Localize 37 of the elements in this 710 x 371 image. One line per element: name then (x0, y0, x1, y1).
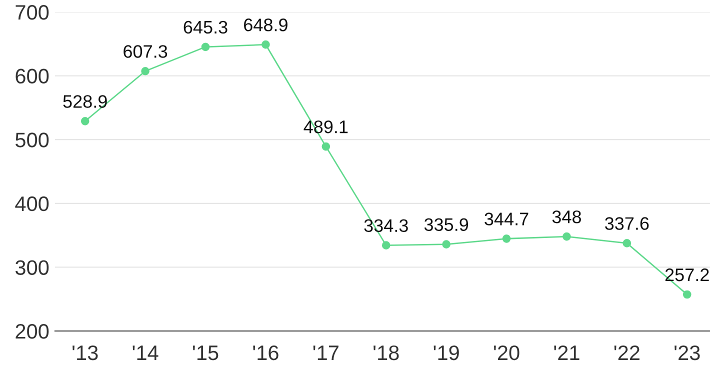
x-tick-label: '19 (434, 345, 459, 360)
y-tick-label: 300 (15, 260, 49, 275)
y-tick-label: 500 (16, 132, 49, 148)
point (502, 234, 511, 243)
x-tick-label: '18 (374, 345, 399, 360)
point (322, 142, 330, 151)
x-tick-label: '14 (132, 346, 158, 360)
point (262, 40, 270, 49)
data-label: 335.9 (424, 218, 468, 232)
x-tick-label: '13 (72, 345, 98, 360)
point (201, 42, 210, 52)
x-tick-label: '16 (253, 345, 278, 360)
y-tick-label: 700 (16, 5, 49, 20)
x-tick-label: '22 (614, 345, 640, 360)
data-label: 337.6 (605, 217, 649, 230)
x-tick-label: '15 (192, 346, 218, 360)
point (442, 240, 450, 248)
point (622, 239, 632, 248)
data-label: 648.9 (244, 18, 288, 32)
point (682, 290, 692, 299)
x-tick-label: '21 (554, 345, 580, 360)
x-tick-label: '23 (674, 345, 700, 360)
point (562, 232, 571, 241)
data-label: 607.3 (124, 45, 168, 58)
data-label: 344.7 (484, 212, 528, 226)
x-tick-label: '20 (494, 345, 520, 360)
point (141, 66, 150, 76)
y-tick-label: 600 (16, 68, 49, 84)
data-label: 528.9 (63, 95, 107, 108)
data-label: 348 (552, 210, 581, 224)
point (80, 116, 90, 126)
x-tick-label: '17 (313, 346, 338, 360)
point (382, 241, 390, 250)
y-tick-label: 400 (15, 196, 49, 212)
data-label: 645.3 (184, 20, 228, 34)
y-tick-label: 200 (16, 324, 49, 339)
data-label: 257.2 (665, 268, 709, 282)
